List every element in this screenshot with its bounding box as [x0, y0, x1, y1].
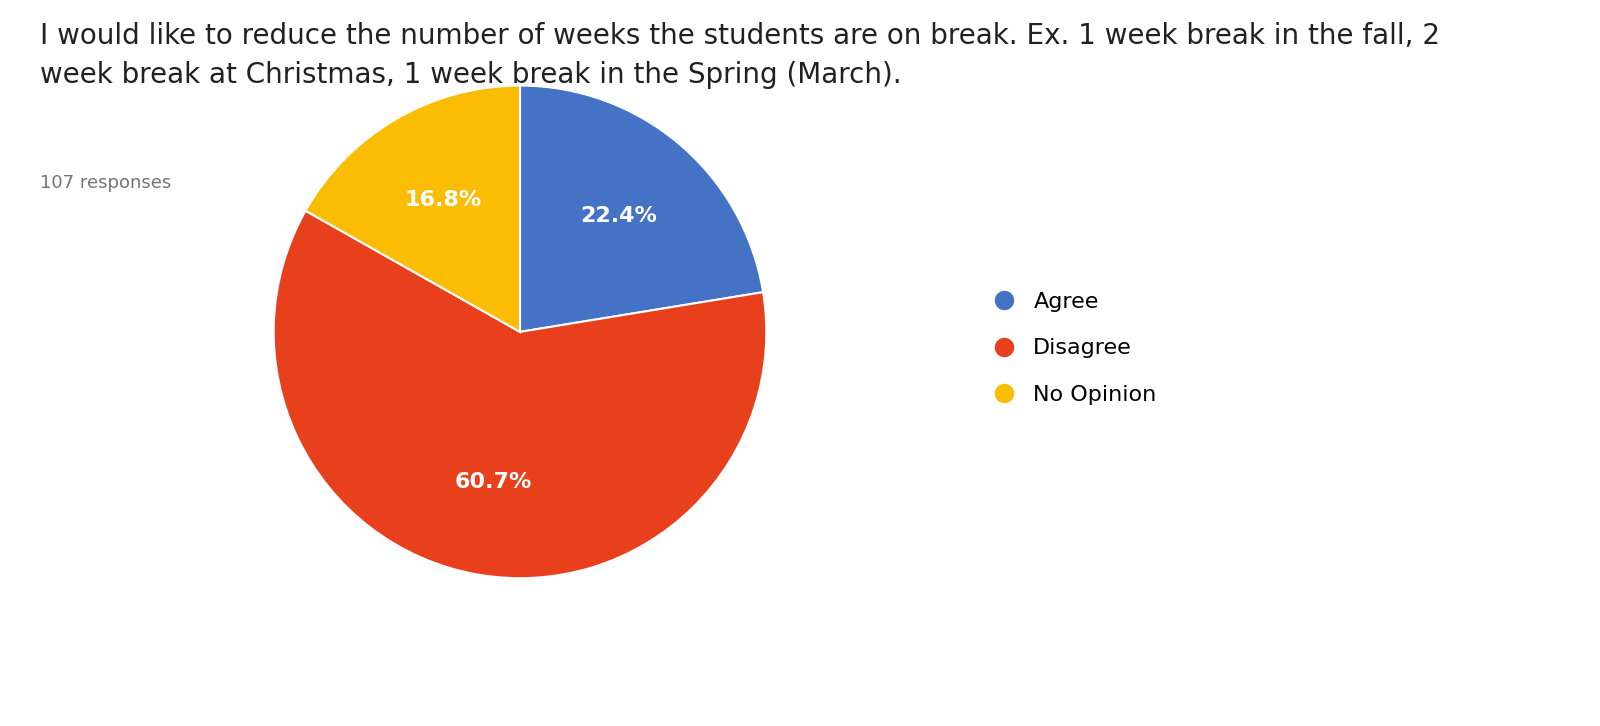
Text: 60.7%: 60.7%: [454, 472, 531, 492]
Wedge shape: [306, 86, 520, 332]
Text: 16.8%: 16.8%: [405, 190, 482, 210]
Wedge shape: [520, 86, 763, 332]
Wedge shape: [274, 211, 766, 578]
Text: I would like to reduce the number of weeks the students are on break. Ex. 1 week: I would like to reduce the number of wee…: [40, 22, 1440, 89]
Legend: Agree, Disagree, No Opinion: Agree, Disagree, No Opinion: [971, 269, 1179, 428]
Text: 107 responses: 107 responses: [40, 174, 171, 192]
Text: 22.4%: 22.4%: [581, 205, 658, 226]
